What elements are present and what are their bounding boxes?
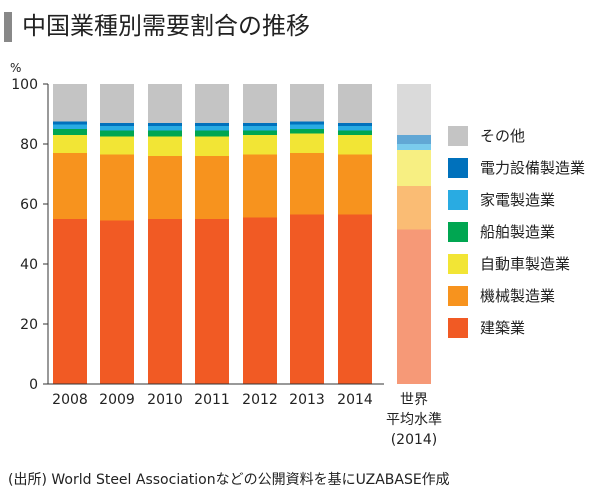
bar-segment [53,153,87,219]
bar-segment [290,84,324,122]
bar-segment [243,123,277,126]
bar-segment [148,123,182,126]
source-note: (出所) World Steel Associationなどの公開資料を基にUZ… [8,472,450,488]
bar-segment [195,136,229,156]
legend-swatch [448,222,468,242]
bar-segment [148,136,182,156]
bar-segment [338,123,372,126]
bar-segment [195,156,229,219]
legend-swatch [448,254,468,274]
y-tick-label: 100 [11,77,38,93]
bar-segment [397,84,431,135]
bar-segment [243,154,277,218]
legend-label: その他 [480,127,526,145]
y-axis-unit-label: % [10,61,21,75]
y-tick-label: 20 [20,317,38,333]
y-tick-label: 80 [20,137,38,153]
bar-segment [338,84,372,123]
x-tick-label: 2008 [52,392,88,408]
bar-segment [195,219,229,384]
bar-segment [100,126,134,131]
y-tick-label: 0 [29,377,38,393]
bar-segment [53,124,87,129]
bar-segment [53,219,87,384]
bar-segment [397,150,431,186]
bar-segment [243,126,277,131]
bar-segment [100,154,134,221]
legend-label: 自動車製造業 [480,255,571,273]
bar-segment [100,136,134,155]
bar-segment [243,84,277,123]
legend-swatch [448,286,468,306]
legend-swatch [448,190,468,210]
bar-segment [290,153,324,215]
bar-segment [290,124,324,129]
bar-segment [338,130,372,135]
bar-segment [53,121,87,125]
stacked-bar-chart: % 0 20 40 60 80 100 2008 2009 2010 2011 2012 2013 201… [10,61,442,448]
bar-segment [195,84,229,123]
bar-segment [100,130,134,137]
bar-segment [53,129,87,135]
bar-segment [290,121,324,125]
legend-label: 機械製造業 [480,287,556,305]
bar-segment [243,217,277,384]
legend-swatch [448,318,468,338]
bar-segment [148,126,182,131]
bar-segment [148,219,182,384]
y-tick-label: 60 [20,197,38,213]
bar-segment [195,130,229,137]
title-accent-bar [4,12,12,42]
x-tick-label: 2014 [337,392,373,408]
bar-segment [338,126,372,131]
chart-title: 中国業種別需要割合の推移 [22,12,310,40]
bar-segment [53,135,87,153]
bar-segment [148,130,182,137]
bar-segment [397,186,431,230]
bar-segment [100,220,134,384]
legend-label: 船舶製造業 [480,223,556,241]
legend-swatch [448,158,468,178]
bar-segment [397,229,431,384]
x-tick-label: 2013 [289,392,325,408]
y-tick-label: 40 [20,257,38,273]
bar-segment [100,84,134,123]
bar-segment [338,214,372,384]
bar-segment [243,135,277,155]
x-tick-label: 2009 [99,392,135,408]
bar-segment [195,126,229,131]
x-tick-label: 世界 [400,392,428,408]
bar-segment [148,84,182,123]
legend-label: 電力設備製造業 [480,159,586,177]
bar-segment [290,214,324,384]
legend-label: 建築業 [480,319,526,337]
bar-segment [397,135,431,144]
bar-segment [338,135,372,155]
bar-segment [100,123,134,126]
bar-segment [195,123,229,126]
x-tick-label: 平均水準 [386,412,442,428]
x-tick-label: (2014) [391,432,438,448]
x-tick-label: 2012 [242,392,278,408]
bar-segment [338,154,372,215]
legend-swatch [448,126,468,146]
bar-segment [148,156,182,219]
bar-segment [53,84,87,122]
legend-label: 家電製造業 [480,191,556,209]
bar-segment [290,129,324,134]
x-tick-label: 2010 [147,392,183,408]
x-tick-label: 2011 [194,392,230,408]
bar-segment [397,144,431,150]
bar-segment [290,133,324,153]
bar-segment [243,130,277,135]
